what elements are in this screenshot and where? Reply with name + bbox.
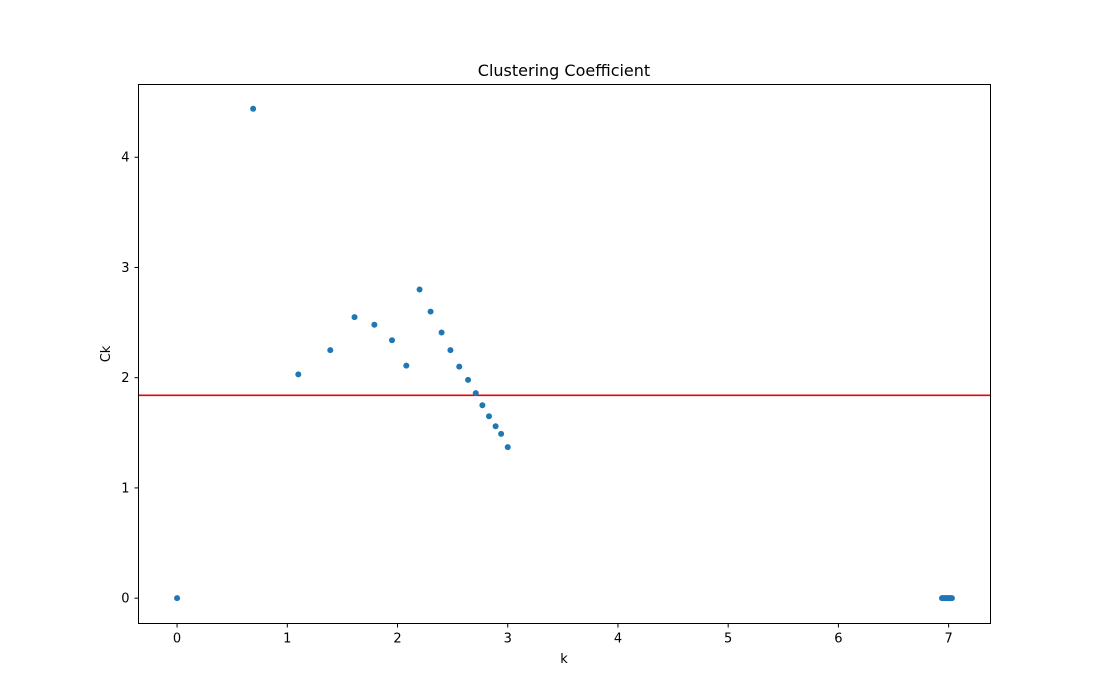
x-tick-label: 6 [834,632,842,647]
data-point [295,371,302,378]
x-axis: 0 1 2 3 4 5 6 7 [173,623,953,647]
data-point [504,444,511,451]
plot-area [138,105,991,602]
data-point [351,314,358,321]
data-point [250,105,257,112]
data-point [465,376,472,383]
x-tick-label: 0 [173,632,181,647]
data-point [485,413,492,420]
x-tick-label: 5 [724,632,732,647]
y-tick-label: 4 [121,151,129,166]
y-axis: 0 1 2 3 4 [121,151,139,607]
data-point [371,321,378,328]
y-tick-label: 2 [121,371,129,386]
data-point [447,347,454,354]
y-tick-label: 0 [121,592,129,607]
data-point [948,595,955,602]
y-axis-label: Ck [99,345,114,362]
data-point [327,347,334,354]
x-tick-label: 7 [944,632,952,647]
data-point [498,430,505,437]
plot-frame [138,84,991,624]
x-tick-label: 4 [614,632,622,647]
data-point [492,423,499,430]
x-tick-label: 3 [504,632,512,647]
x-tick-label: 1 [283,632,291,647]
data-point [472,390,479,397]
data-point [403,362,410,369]
y-tick-label: 3 [121,261,129,276]
chart-title: Clustering Coefficient [478,61,650,80]
x-axis-label: k [560,652,568,667]
data-point [427,308,434,315]
data-point [389,337,396,344]
data-point [456,363,463,370]
y-tick-label: 1 [121,481,129,496]
data-point [438,329,445,336]
x-tick-label: 2 [393,632,401,647]
data-point [174,595,181,602]
data-point [479,402,486,409]
data-point [416,286,423,293]
